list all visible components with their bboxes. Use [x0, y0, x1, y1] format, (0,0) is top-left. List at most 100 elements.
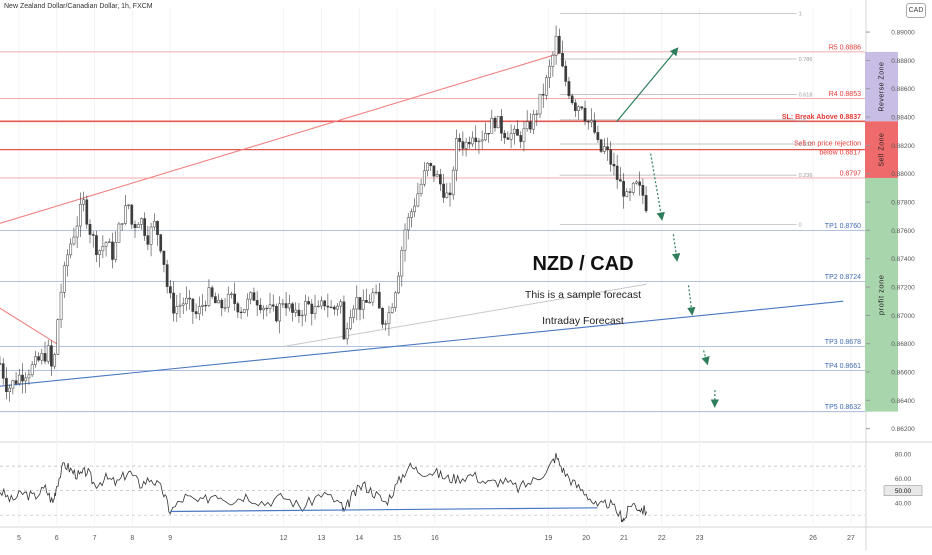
- candle-body: [282, 304, 284, 305]
- candle-body: [526, 122, 528, 129]
- zone-label: profit zone: [877, 275, 886, 316]
- candle-body: [356, 297, 358, 309]
- candle-body: [269, 305, 271, 309]
- candle-body: [205, 305, 207, 306]
- candle-body: [600, 140, 602, 152]
- candle-body: [622, 181, 624, 196]
- price-tick-label: 0.86800: [891, 341, 915, 348]
- candle-body: [73, 237, 75, 244]
- forecast-layer: [617, 49, 715, 405]
- fib-label: 0.5: [799, 118, 807, 124]
- candle-body: [246, 299, 248, 309]
- candle-body: [134, 224, 136, 227]
- candle-body: [330, 307, 332, 308]
- candle-body: [545, 78, 547, 96]
- candle-body: [259, 305, 261, 310]
- candle-body: [629, 192, 631, 193]
- candle-body: [391, 308, 393, 313]
- candle-body: [439, 174, 441, 184]
- candle-body: [529, 122, 531, 130]
- candle-body: [21, 375, 23, 381]
- candle-body: [372, 293, 374, 302]
- candle-body: [41, 353, 43, 360]
- level-label: TP3 0.8678: [825, 339, 861, 346]
- time-tick-label: 27: [847, 535, 855, 542]
- candle-body: [639, 182, 641, 186]
- candle-body: [449, 193, 451, 195]
- candle-body: [12, 381, 14, 388]
- candle-body: [189, 298, 191, 299]
- candle-body: [279, 304, 281, 321]
- time-tick-label: 16: [431, 535, 439, 542]
- level-label: R5 0.8886: [829, 44, 861, 51]
- time-tick-label: 12: [280, 535, 288, 542]
- candle-body: [18, 375, 20, 383]
- time-tick-label: 23: [696, 535, 704, 542]
- candle-body: [195, 312, 197, 314]
- candle-body: [468, 142, 470, 144]
- candle-body: [156, 221, 158, 234]
- time-tick-label: 5: [17, 535, 21, 542]
- candle-body: [47, 346, 49, 362]
- fib-label: 0.236: [799, 173, 813, 179]
- fib-label: 1: [799, 12, 802, 18]
- candle-body: [2, 364, 4, 379]
- candle-body: [340, 302, 342, 306]
- zone-label: Reverse Zone: [879, 62, 886, 112]
- fib-label: 0.382: [799, 142, 813, 148]
- candle-body: [266, 308, 268, 309]
- time-tick-label: 13: [318, 535, 326, 542]
- rsi-trendline: [170, 508, 597, 512]
- price-tick-label: 0.89000: [891, 30, 915, 37]
- time-tick-label: 19: [544, 535, 552, 542]
- rsi-tick-label: 80.00: [895, 451, 912, 458]
- candle-body: [237, 304, 239, 312]
- candle-body: [420, 184, 422, 194]
- candle-body: [369, 302, 371, 303]
- candle-body: [34, 357, 36, 365]
- candle-body: [436, 174, 438, 176]
- candle-body: [346, 329, 348, 339]
- time-tick-label: 8: [130, 535, 134, 542]
- candle-body: [172, 293, 174, 313]
- forecast-arrow-up: [617, 49, 677, 122]
- candle-body: [250, 293, 252, 299]
- candle-body: [584, 108, 586, 121]
- price-tick-label: 0.88000: [891, 171, 915, 178]
- candle-body: [481, 140, 483, 141]
- candle-body: [487, 133, 489, 134]
- candle-body: [144, 219, 146, 236]
- trendline-resistance: [0, 308, 57, 343]
- time-tick-label: 26: [809, 535, 817, 542]
- candle-body: [536, 114, 538, 115]
- candle-body: [632, 183, 634, 192]
- candle-body: [423, 171, 425, 184]
- candle-body: [581, 107, 583, 108]
- forecast-arrow-down: [688, 285, 692, 313]
- candle-body: [462, 142, 464, 149]
- candle-body: [163, 251, 165, 265]
- candle-body: [478, 141, 480, 142]
- candle-body: [571, 96, 573, 103]
- candle-body: [102, 246, 104, 250]
- candle-body: [491, 118, 493, 133]
- candle-body: [430, 163, 432, 166]
- currency-badge[interactable]: CAD: [906, 3, 926, 18]
- candle-body: [417, 194, 419, 206]
- fib-label: 0.786: [799, 57, 813, 63]
- candle-body: [111, 242, 113, 260]
- symbol-title: New Zealand Dollar/Canadian Dollar, 1h, …: [4, 3, 153, 10]
- candle-body: [82, 200, 84, 205]
- level-label: TP2 0.8724: [825, 274, 861, 281]
- candle-body: [208, 288, 210, 306]
- candle-body: [253, 293, 255, 301]
- candle-body: [66, 255, 68, 266]
- candle-body: [234, 294, 236, 304]
- candle-body: [642, 185, 644, 195]
- candle-body: [9, 388, 11, 392]
- level-sublabel: below 0.8817: [819, 150, 861, 157]
- level-label: TP4 0.8661: [825, 363, 861, 370]
